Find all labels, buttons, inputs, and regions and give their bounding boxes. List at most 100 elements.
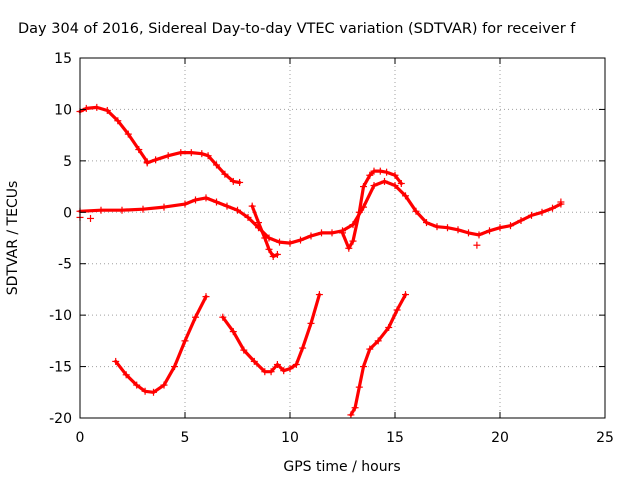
- data-point: [370, 182, 378, 190]
- data-point: [255, 219, 262, 227]
- data-point: [160, 203, 168, 211]
- data-point: [171, 363, 178, 371]
- data-point-isolated: [473, 241, 481, 249]
- plot-frame: [79, 57, 606, 419]
- data-point: [355, 383, 363, 391]
- data-point: [538, 208, 546, 216]
- x-tick-label: 15: [386, 430, 404, 446]
- data-point: [236, 178, 244, 186]
- data-point: [370, 167, 378, 175]
- data-point: [213, 198, 220, 206]
- data-point: [265, 245, 273, 253]
- data-point: [391, 182, 399, 190]
- data-point: [391, 171, 399, 179]
- data-point: [307, 232, 315, 240]
- data-point: [276, 238, 283, 246]
- chart-title: Day 304 of 2016, Sidereal Day-to-day VTE…: [18, 21, 576, 37]
- data-point: [402, 291, 409, 299]
- data-point: [273, 250, 281, 258]
- y-tick-label: -20: [49, 411, 72, 427]
- x-tick-label: 10: [281, 430, 299, 446]
- data-point: [139, 205, 147, 213]
- x-axis-label: GPS time / hours: [283, 459, 400, 475]
- data-point: [347, 411, 355, 419]
- data-point: [286, 365, 294, 373]
- data-point: [393, 306, 401, 314]
- data-point: [307, 319, 315, 327]
- y-tick-label: -10: [49, 308, 72, 324]
- data-point: [315, 291, 323, 299]
- data-point: [549, 204, 556, 212]
- data-series-1: [78, 105, 149, 164]
- data-point: [135, 146, 143, 154]
- data-point: [177, 149, 185, 157]
- data-point: [397, 179, 405, 187]
- data-point: [528, 211, 535, 219]
- data-point: [248, 202, 256, 210]
- data-point: [328, 229, 336, 237]
- data-point: [507, 222, 514, 230]
- data-point: [150, 388, 157, 396]
- data-point: [152, 156, 160, 164]
- data-point: [103, 106, 111, 114]
- data-point: [517, 217, 525, 225]
- y-tick-label: 15: [54, 51, 72, 67]
- y-tick-label: 10: [54, 102, 72, 118]
- data-point: [82, 104, 90, 112]
- data-point: [366, 171, 374, 179]
- data-point: [423, 219, 430, 227]
- data-point: [192, 313, 199, 321]
- data-point: [339, 229, 346, 237]
- grid-layer: [80, 58, 605, 418]
- data-point: [366, 345, 374, 353]
- data-point: [383, 168, 391, 176]
- data-point: [118, 206, 126, 214]
- data-point: [141, 387, 149, 395]
- data-point: [97, 206, 105, 214]
- data-point: [273, 361, 281, 369]
- data-point: [229, 177, 237, 185]
- data-point-isolated: [87, 214, 94, 222]
- x-tick-label: 20: [491, 430, 509, 446]
- data-point: [433, 223, 441, 231]
- data-point: [267, 368, 275, 376]
- data-point: [181, 337, 189, 345]
- data-point: [240, 346, 248, 354]
- data-point: [192, 196, 199, 204]
- data-point: [124, 130, 132, 138]
- data-point: [202, 293, 210, 301]
- data-point: [496, 224, 504, 232]
- data-point: [412, 207, 420, 215]
- data-point: [143, 159, 151, 167]
- data-point: [297, 236, 304, 244]
- y-tick-label: 0: [63, 205, 72, 221]
- data-point: [202, 194, 210, 202]
- data-series-6: [114, 295, 208, 394]
- data-point: [286, 239, 294, 247]
- x-tick-label: 5: [181, 430, 190, 446]
- data-series-4: [250, 204, 279, 259]
- data-layer: [76, 103, 565, 419]
- data-point: [374, 337, 382, 345]
- data-point: [261, 234, 269, 242]
- data-point: [250, 357, 258, 365]
- data-point: [381, 177, 388, 185]
- data-point: [465, 229, 472, 237]
- data-point-isolated: [557, 198, 565, 206]
- data-point: [360, 363, 367, 371]
- y-tick-label: -15: [49, 360, 72, 376]
- data-point: [164, 152, 172, 160]
- data-point: [486, 227, 493, 235]
- data-point: [198, 150, 206, 158]
- data-point: [345, 244, 353, 252]
- data-point: [299, 344, 307, 352]
- data-point: [122, 371, 130, 379]
- data-point: [219, 313, 227, 321]
- data-point: [351, 404, 359, 412]
- data-point: [318, 229, 325, 237]
- y-tick-label: 5: [63, 154, 72, 170]
- data-point: [385, 323, 393, 331]
- data-point: [475, 231, 483, 239]
- data-point: [223, 202, 231, 210]
